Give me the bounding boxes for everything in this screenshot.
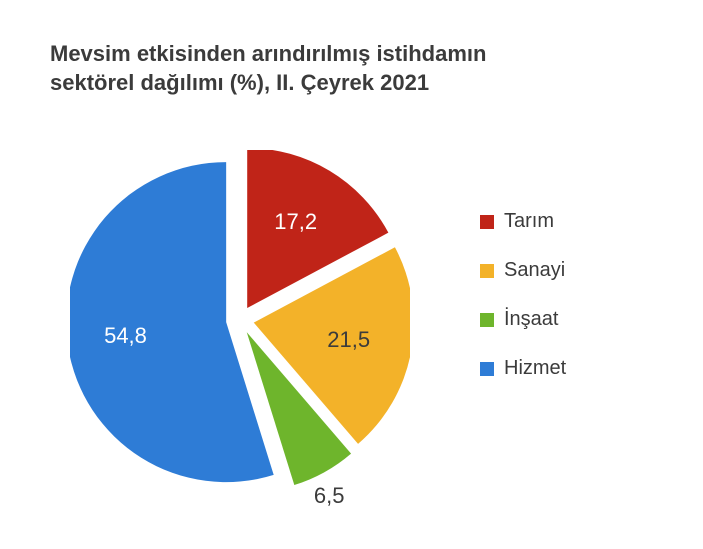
chart-title: Mevsim etkisinden arındırılmış istihdamı… — [50, 40, 570, 97]
pie-svg — [70, 150, 410, 490]
legend-label-sanayi: Sanayi — [504, 259, 565, 282]
legend: Tarım Sanayi İnşaat Hizmet — [480, 210, 566, 406]
legend-swatch-sanayi — [480, 264, 494, 278]
slice-label-0: 17,2 — [274, 209, 317, 235]
pie-chart: 17,221,56,554,8 — [70, 150, 410, 490]
legend-label-insaat: İnşaat — [504, 308, 558, 331]
slice-label-3: 54,8 — [104, 323, 147, 349]
legend-label-hizmet: Hizmet — [504, 357, 566, 380]
legend-label-tarim: Tarım — [504, 210, 554, 233]
title-line-2: sektörel dağılımı (%), II. Çeyrek 2021 — [50, 70, 429, 95]
legend-swatch-insaat — [480, 313, 494, 327]
legend-swatch-tarim — [480, 215, 494, 229]
legend-item-hizmet: Hizmet — [480, 357, 566, 380]
pie-slice-3 — [70, 162, 274, 482]
legend-item-insaat: İnşaat — [480, 308, 566, 331]
legend-swatch-hizmet — [480, 362, 494, 376]
slice-label-1: 21,5 — [327, 327, 370, 353]
slice-label-2: 6,5 — [314, 483, 345, 509]
title-line-1: Mevsim etkisinden arındırılmış istihdamı… — [50, 41, 486, 66]
chart-container: Mevsim etkisinden arındırılmış istihdamı… — [0, 0, 703, 549]
legend-item-sanayi: Sanayi — [480, 259, 566, 282]
legend-item-tarim: Tarım — [480, 210, 566, 233]
